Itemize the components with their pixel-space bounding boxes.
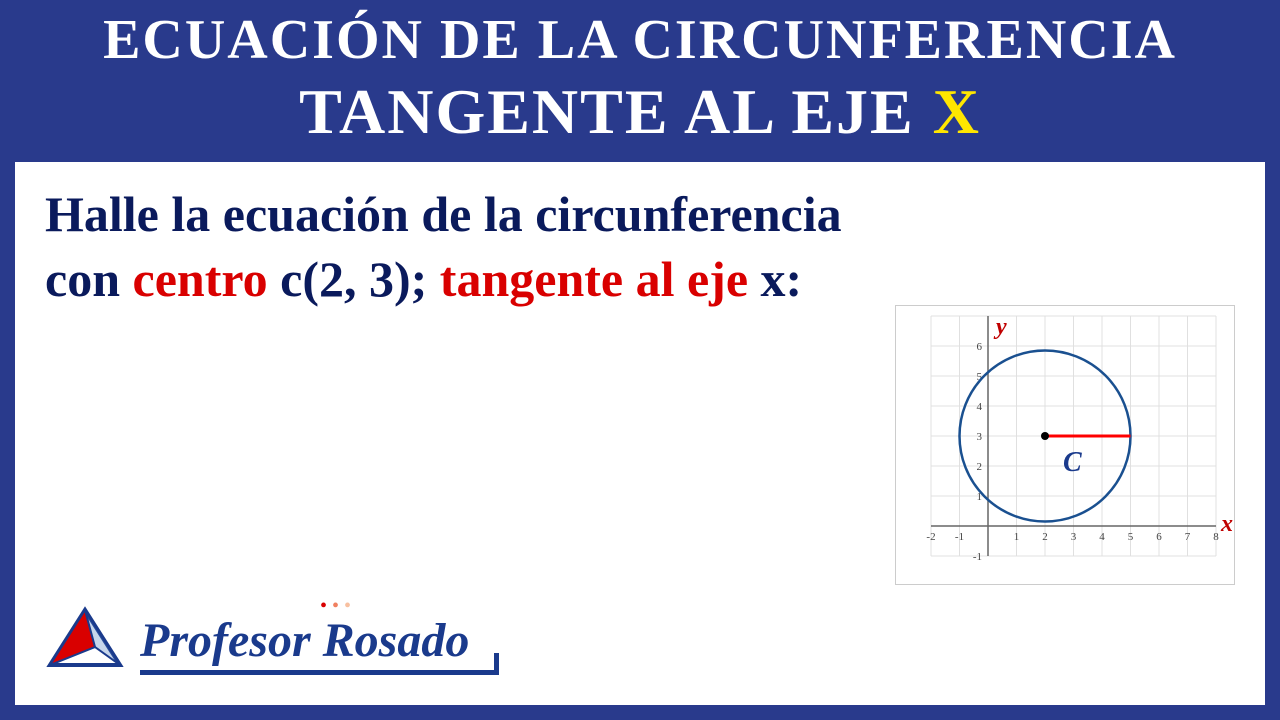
svg-text:8: 8: [1213, 531, 1219, 543]
problem-part2c: c(2, 3);: [280, 251, 440, 307]
title-header: ECUACIÓN DE LA CIRCUNFERENCIA TANGENTE A…: [0, 0, 1280, 162]
title-line-2-main: TANGENTE AL EJE: [299, 76, 933, 147]
svg-text:x: x: [1220, 511, 1233, 537]
slide-container: ECUACIÓN DE LA CIRCUNFERENCIA TANGENTE A…: [0, 0, 1280, 720]
svg-text:6: 6: [977, 341, 983, 353]
problem-part1: Halle la ecuación de la circunferencia: [45, 186, 842, 242]
svg-text:5: 5: [1128, 531, 1134, 543]
problem-part2e: x: [761, 251, 786, 307]
logo-text-wrap: ••• Profesor Rosado: [140, 595, 499, 675]
svg-text:3: 3: [1071, 531, 1077, 543]
svg-text:-1: -1: [955, 531, 964, 543]
logo-area: ••• Profesor Rosado: [45, 595, 499, 675]
title-line-2: TANGENTE AL EJE X: [30, 77, 1250, 147]
svg-text:y: y: [993, 314, 1007, 340]
problem-part2f: :: [786, 251, 803, 307]
problem-part2a: con: [45, 251, 133, 307]
coordinate-graph: -2-112345678-1123456Cxy: [895, 305, 1235, 585]
svg-text:6: 6: [1156, 531, 1162, 543]
problem-statement: Halle la ecuación de la circunferencia c…: [45, 182, 1235, 312]
title-line-2-x: X: [933, 76, 981, 147]
svg-text:3: 3: [977, 431, 983, 443]
svg-text:2: 2: [977, 461, 983, 473]
logo-name: Profesor Rosado: [140, 613, 499, 675]
content-area: Halle la ecuación de la circunferencia c…: [15, 162, 1265, 705]
svg-text:-2: -2: [926, 531, 935, 543]
svg-text:-1: -1: [973, 551, 982, 563]
svg-text:1: 1: [1014, 531, 1020, 543]
svg-text:2: 2: [1042, 531, 1048, 543]
svg-text:4: 4: [977, 401, 983, 413]
graph-svg: -2-112345678-1123456Cxy: [896, 306, 1236, 586]
title-line-1: ECUACIÓN DE LA CIRCUNFERENCIA: [30, 10, 1250, 72]
svg-text:7: 7: [1185, 531, 1191, 543]
svg-text:4: 4: [1099, 531, 1105, 543]
problem-part2d: tangente al eje: [440, 251, 761, 307]
svg-text:C: C: [1063, 447, 1082, 478]
problem-part2b: centro: [133, 251, 281, 307]
triangle-logo-icon: [45, 605, 125, 675]
